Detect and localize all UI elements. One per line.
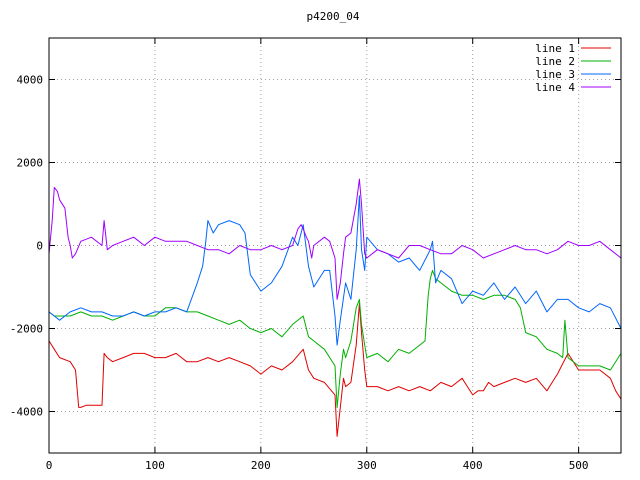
x-tick-label: 500: [569, 459, 589, 472]
series-line-2: [48, 269, 622, 408]
legend-label: line 1: [535, 42, 575, 55]
x-tick-label: 0: [46, 459, 53, 472]
chart-title: p4200_04: [307, 10, 360, 23]
series-line-1: [48, 303, 622, 437]
series-line-3: [48, 195, 622, 346]
x-tick-label: 400: [463, 459, 483, 472]
y-tick-label: 4000: [17, 74, 44, 87]
legend-label: line 4: [535, 81, 575, 94]
y-tick-label: 2000: [17, 157, 44, 170]
ticks: 0 100 200 300 400 500 -4000 -2000 0 2000 4000: [10, 38, 621, 472]
legend-label: line 3: [535, 68, 575, 81]
series-line-4: [48, 178, 622, 300]
plot-frame: [48, 37, 622, 454]
y-tick-label: -2000: [10, 323, 43, 336]
x-tick-label: 200: [251, 459, 271, 472]
y-tick-label: -4000: [10, 406, 43, 419]
series-lines: [48, 178, 622, 437]
legend-label: line 2: [535, 55, 575, 68]
grid: [48, 38, 621, 453]
x-tick-label: 300: [357, 459, 377, 472]
x-tick-label: 100: [145, 459, 165, 472]
y-tick-label: 0: [36, 240, 43, 253]
